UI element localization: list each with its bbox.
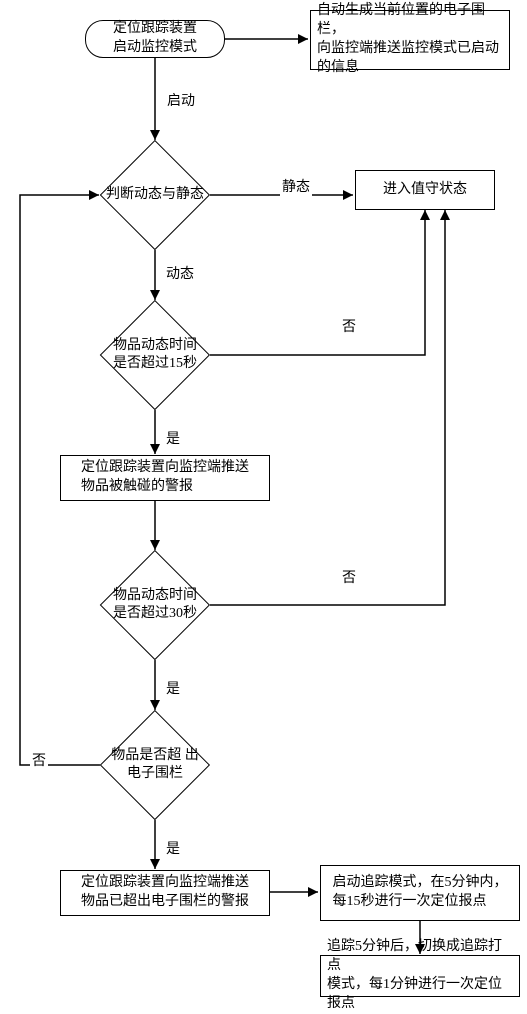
process-n_track2: 追踪5分钟后，切换成追踪打点 模式，每1分钟进行一次定位报点 [320, 955, 520, 997]
decision-d_15s: 物品动态时间 是否超过15秒 [100, 300, 210, 410]
edge-label-l_15no: 否 [340, 316, 358, 336]
decision-label: 物品动态时间 是否超过15秒 [100, 300, 210, 410]
decision-d_fence: 物品是否超 出电子围栏 [100, 710, 210, 820]
decision-label: 物品是否超 出电子围栏 [100, 710, 210, 820]
edge-label-l_fyes: 是 [164, 838, 182, 858]
flowchart-canvas: 定位跟踪装置 启动监控模式 自动生成当前位置的电子围栏， 向监控端推送监控模式已启… [0, 0, 527, 1000]
edge-label-l_dyn: 动态 [164, 263, 196, 283]
node-text: 定位跟踪装置向监控端推送 物品已超出电子围栏的警报 [81, 874, 249, 912]
decision-d_30s: 物品动态时间 是否超过30秒 [100, 550, 210, 660]
edge-label-l_start: 启动 [165, 90, 197, 110]
edge-label-l_15yes: 是 [164, 428, 182, 448]
node-text: 定位跟踪装置向监控端推送 物品被触碰的警报 [81, 459, 249, 497]
process-n_standby: 进入值守状态 [355, 170, 495, 210]
edge-label-l_30yes: 是 [164, 678, 182, 698]
node-text: 追踪5分钟后，切换成追踪打点 模式，每1分钟进行一次定位报点 [327, 938, 513, 1014]
node-text: 启动追踪模式，在5分钟内， 每15秒进行一次定位报点 [333, 874, 508, 912]
decision-label: 判断动态与静态 [100, 140, 210, 250]
edge-label-l_fno: 否 [30, 750, 48, 770]
edge-label-l_30no: 否 [340, 567, 358, 587]
decision-label: 物品动态时间 是否超过30秒 [100, 550, 210, 660]
decision-d_state: 判断动态与静态 [100, 140, 210, 250]
edge-label-l_static: 静态 [280, 176, 312, 196]
process-n_fencealert: 定位跟踪装置向监控端推送 物品已超出电子围栏的警报 [60, 870, 270, 916]
node-text: 定位跟踪装置 启动监控模式 [113, 20, 197, 58]
process-n_touch: 定位跟踪装置向监控端推送 物品被触碰的警报 [60, 455, 270, 501]
node-text: 自动生成当前位置的电子围栏， 向监控端推送监控模式已启动 的信息 [317, 2, 503, 78]
terminator-n_start: 定位跟踪装置 启动监控模式 [85, 20, 225, 58]
process-n_info: 自动生成当前位置的电子围栏， 向监控端推送监控模式已启动 的信息 [310, 10, 510, 70]
node-text: 进入值守状态 [383, 181, 467, 200]
process-n_track: 启动追踪模式，在5分钟内， 每15秒进行一次定位报点 [320, 865, 520, 921]
